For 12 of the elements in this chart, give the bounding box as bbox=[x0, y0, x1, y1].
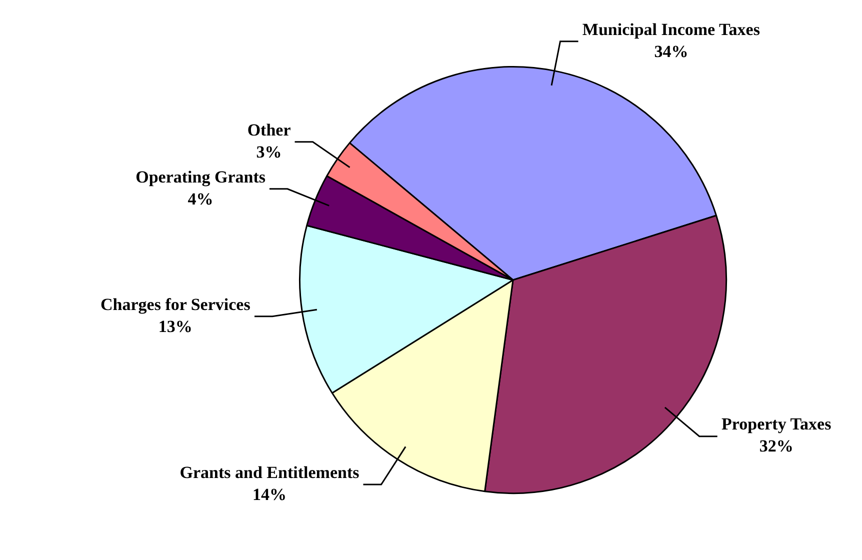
slice-label: Property Taxes bbox=[721, 414, 832, 434]
data-label: 34% bbox=[654, 42, 688, 61]
data-label: 13% bbox=[158, 316, 192, 336]
slice-label: Operating Grants bbox=[136, 167, 266, 186]
slice-label: Grants and Entitlements bbox=[180, 462, 360, 482]
slice-label: Other bbox=[247, 120, 292, 140]
data-label: 3% bbox=[256, 142, 282, 162]
data-label: 32% bbox=[759, 436, 794, 456]
slice-label: Municipal Income Taxes bbox=[582, 20, 760, 39]
slice-label: Charges for Services bbox=[100, 294, 251, 314]
data-label: 14% bbox=[252, 484, 286, 504]
data-label: 4% bbox=[188, 189, 214, 208]
